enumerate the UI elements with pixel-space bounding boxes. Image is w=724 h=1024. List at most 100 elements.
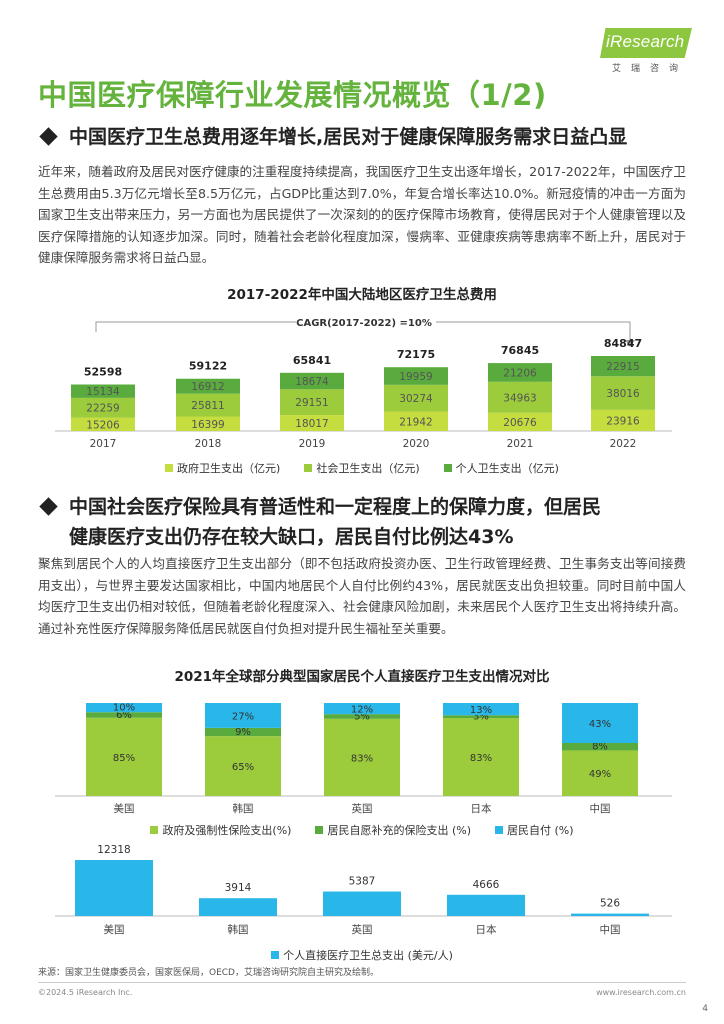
bar-segment (71, 397, 135, 418)
website-link[interactable]: www.iresearch.com.cn (596, 988, 686, 997)
section1-heading: 中国医疗卫生总费用逐年增长,居民对于健康保障服务需求日益凸显 (38, 122, 718, 152)
bar-value-label: 43% (589, 719, 611, 730)
bar-total-label: 65841 (293, 354, 331, 367)
section1-heading-text: 中国医疗卫生总费用逐年增长,居民对于健康保障服务需求日益凸显 (69, 126, 628, 148)
bar (571, 913, 649, 916)
section2-heading-line1: 中国社会医疗保险具有普适性和一定程度上的保障力度，但居民 (69, 496, 602, 518)
bar-value-label: 8% (592, 742, 608, 753)
bar-value-label: 9% (235, 727, 251, 738)
x-tick-label: 2019 (299, 438, 326, 450)
legend-label: 个人卫生支出（亿元) (455, 462, 559, 475)
legend-swatch (271, 951, 280, 959)
bar-segment (176, 393, 240, 417)
bar-segment (205, 703, 281, 728)
bar (75, 860, 153, 916)
bar-segment (384, 367, 448, 385)
legend-item-social: 社会卫生支出（亿元) (304, 460, 420, 476)
bar-segment (86, 712, 162, 718)
legend-label: 居民自愿补充的保险支出 (%) (327, 824, 472, 837)
bar-value-label: 15134 (86, 386, 120, 398)
bar-value-label: 6% (116, 710, 132, 721)
legend-swatch (304, 464, 313, 472)
bar-segment (71, 384, 135, 398)
x-tick-label: 2022 (610, 438, 637, 450)
legend-swatch (443, 464, 452, 472)
legend-item-gov: 政府卫生支出（亿元) (165, 460, 280, 476)
bar-total-label: 59122 (189, 360, 227, 373)
legend-label: 政府卫生支出（亿元) (177, 462, 281, 475)
bar-segment (86, 703, 162, 713)
legend-swatch (165, 464, 174, 472)
legend-item-voluntary-insurance: 居民自愿补充的保险支出 (%) (315, 822, 471, 838)
bar-segment (488, 412, 552, 431)
legend-item-out-of-pocket: 居民自付 (%) (495, 822, 574, 838)
bar-value-label: 38016 (606, 388, 640, 400)
bar-segment (176, 378, 240, 394)
x-tick-label: 英国 (352, 923, 373, 936)
x-tick-label: 日本 (476, 923, 497, 936)
bar-segment (205, 727, 281, 737)
chart2-legend: 政府及强制性保险支出(%) 居民自愿补充的保险支出 (%) 居民自付 (%) (0, 822, 724, 838)
source-note: 来源：国家卫生健康委员会，国家医保局，OECD，艾瑞咨询研究院自主研究及绘制。 (38, 968, 379, 978)
bar-value-label: 18017 (295, 418, 328, 430)
bar-total-label: 72175 (397, 348, 435, 361)
bar-value-label: 3% (473, 712, 489, 723)
bar-segment (86, 717, 162, 796)
bar-value-label: 12318 (97, 844, 130, 856)
bar-value-label: 21942 (399, 416, 432, 428)
page-title: 中国医疗保障行业发展情况概览（1/2) (38, 78, 547, 112)
bar-segment (71, 417, 135, 431)
bar-segment (443, 718, 519, 796)
bar (447, 894, 525, 916)
chart1-title: 2017-2022年中国大陆地区医疗卫生总费用 (227, 287, 497, 303)
bar-segment (280, 389, 344, 416)
bar-total-label: 52598 (84, 366, 122, 379)
bar-segment (324, 703, 400, 715)
bar-value-label: 16912 (191, 381, 224, 393)
bar-value-label: 30274 (399, 393, 433, 405)
legend-label: 居民自付 (%) (507, 824, 574, 837)
bar-value-label: 22915 (606, 361, 639, 373)
bar-value-label: 65% (232, 762, 254, 773)
x-tick-label: 2020 (403, 438, 430, 450)
section2-heading-line2: 健康医疗支出仍存在较大缺口，居民自付比例达43% (69, 526, 514, 548)
legend-item-per-capita: 个人直接医疗卫生总支出 (美元/人) (271, 947, 453, 963)
bar-segment (324, 714, 400, 719)
section2-paragraph: 聚焦到居民个人的人均直接医疗卫生支出部分（即不包括政府投资办医、卫生行政管理经费… (38, 556, 686, 636)
legend-item-gov-insurance: 政府及强制性保险支出(%) (150, 822, 291, 838)
diamond-bullet-icon (39, 127, 58, 146)
cagr-label: CAGR(2017-2022) =10% (296, 318, 432, 329)
bar-value-label: 83% (351, 753, 373, 764)
chart3-legend: 个人直接医疗卫生总支出 (美元/人) (0, 947, 724, 963)
bar-segment (205, 736, 281, 796)
bar-value-label: 3914 (225, 882, 252, 894)
bar-value-label: 83% (470, 753, 492, 764)
bar-value-label: 5387 (349, 876, 376, 888)
bar-value-label: 18674 (295, 376, 329, 388)
bar-segment (591, 356, 655, 377)
bar-segment (562, 742, 638, 751)
x-tick-label: 2021 (507, 438, 534, 450)
bar-value-label: 20676 (503, 417, 537, 429)
x-tick-label: 中国 (600, 923, 621, 936)
bar-value-label: 19959 (399, 371, 432, 383)
x-tick-label: 韩国 (233, 802, 254, 815)
bar-segment (488, 363, 552, 382)
legend-swatch (150, 826, 159, 834)
section2-heading: 中国社会医疗保险具有普适性和一定程度上的保障力度，但居民 健康医疗支出仍存在较大… (38, 492, 698, 552)
x-tick-label: 美国 (114, 802, 135, 815)
bar-value-label: 49% (589, 769, 611, 780)
bar-segment (280, 372, 344, 390)
bar-value-label: 10% (113, 703, 135, 714)
bar-segment (384, 384, 448, 412)
chart2-expenditure-share-by-country: 85% 6%10% 美国 65% 9% 27% 韩国 83% 5%12% 英国 83% 3%13% 日本… (55, 703, 672, 815)
bar-segment (562, 703, 638, 743)
bar-value-label: 4666 (473, 879, 500, 891)
bar-segment (488, 381, 552, 413)
legend-swatch (495, 826, 504, 834)
bar-value-label: 526 (600, 898, 620, 910)
x-tick-label: 韩国 (228, 923, 249, 936)
bar-segment (280, 415, 344, 431)
section1-paragraph: 近年来，随着政府及居民对医疗健康的注重程度持续提高，我国医疗卫生支出逐年增长，2… (38, 164, 686, 265)
x-tick-label: 日本 (471, 802, 492, 815)
